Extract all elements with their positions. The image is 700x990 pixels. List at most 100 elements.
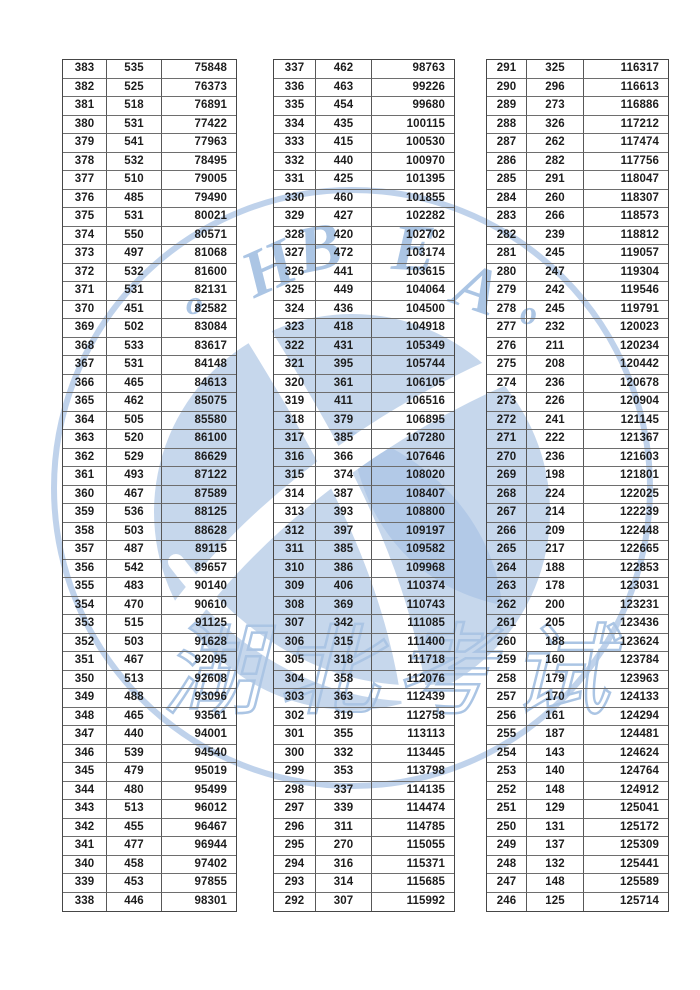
table-cell-score: 328 [274, 226, 316, 245]
table-cell-score: 292 [274, 892, 316, 911]
table-cell-score: 363 [63, 430, 107, 449]
table-cell-cumulative: 97402 [162, 856, 236, 874]
table-cell-score: 311 [274, 541, 316, 560]
table-cell-count: 420 [316, 226, 372, 245]
table-cell-count: 529 [107, 448, 162, 467]
table-cell-count: 241 [527, 411, 584, 430]
table-cell-score: 310 [274, 559, 316, 578]
table-cell-score: 249 [487, 837, 527, 856]
table-cell-count: 332 [316, 744, 372, 763]
table-cell-cumulative: 106895 [372, 412, 454, 430]
table-cell-cumulative: 125041 [584, 800, 668, 819]
table-cell-cumulative: 92095 [162, 652, 236, 671]
table-cell-count: 170 [527, 689, 584, 708]
table-cell-cumulative: 109582 [372, 541, 454, 560]
table-cell-count: 480 [107, 781, 162, 800]
table-cell-cumulative: 76891 [162, 97, 236, 116]
table-cell-count: 358 [316, 670, 372, 689]
table-cell-count: 131 [527, 818, 584, 837]
table-cell-count: 325 [527, 60, 584, 79]
table-cell-count: 266 [527, 208, 584, 227]
table-cell-score: 321 [274, 356, 316, 375]
table-cell-count: 161 [527, 707, 584, 726]
table-cell-count: 125 [527, 892, 584, 911]
table-cell-score: 289 [487, 97, 527, 116]
table-cell-score: 371 [63, 282, 107, 301]
table-cell-score: 339 [63, 874, 107, 893]
table-cell-count: 315 [316, 633, 372, 652]
table-cell-count: 435 [316, 115, 372, 134]
table-cell-cumulative: 86629 [162, 449, 236, 467]
table-cell-score: 252 [487, 781, 527, 800]
table-cell-cumulative: 115371 [372, 856, 454, 874]
table-cell-count: 418 [316, 319, 372, 338]
table-cell-cumulative: 99680 [372, 97, 454, 116]
table-cell-cumulative: 119057 [584, 245, 668, 264]
table-cell-count: 497 [107, 245, 162, 264]
table-cell-score: 287 [487, 134, 527, 153]
table-cell-score: 325 [274, 282, 316, 301]
table-cell-cumulative: 122025 [584, 486, 668, 504]
table-cell-score: 251 [487, 800, 527, 819]
table-cell-cumulative: 119791 [584, 301, 668, 319]
table-cell-count: 520 [107, 430, 162, 449]
table-cell-cumulative: 83084 [162, 319, 236, 338]
table-cell-score: 354 [63, 596, 107, 615]
table-cell-score: 316 [274, 448, 316, 467]
table-cell-count: 536 [107, 504, 162, 523]
watermark-cjk-text: 湖北考试 [162, 617, 626, 728]
table-cell-count: 214 [527, 504, 584, 523]
table-cell-cumulative: 100115 [372, 116, 454, 134]
table-cell-count: 431 [316, 337, 372, 356]
table-cell-score: 349 [63, 689, 107, 708]
table-cell-cumulative: 96012 [162, 800, 236, 819]
watermark-letter-o-right: o [520, 295, 537, 332]
table-cell-cumulative: 118573 [584, 208, 668, 227]
table-cell-cumulative: 108407 [372, 486, 454, 504]
table-cell-count: 493 [107, 467, 162, 486]
table-cell-score: 309 [274, 578, 316, 597]
table-cell-score: 362 [63, 448, 107, 467]
table-cell-score: 318 [274, 411, 316, 430]
table-cell-cumulative: 117756 [584, 153, 668, 171]
table-cell-score: 378 [63, 152, 107, 171]
table-cell-cumulative: 82131 [162, 282, 236, 301]
table-cell-score: 330 [274, 189, 316, 208]
table-cell-count: 462 [316, 60, 372, 79]
table-cell-count: 260 [527, 189, 584, 208]
table-cell-score: 273 [487, 393, 527, 412]
table-cell-score: 333 [274, 134, 316, 153]
table-cell-count: 436 [316, 300, 372, 319]
table-cell-cumulative: 125714 [620, 895, 659, 907]
score-table-right: 291 325 116317 290 296 116613 289 273 116886 288 3… [486, 59, 669, 912]
table-cell-count: 282 [527, 152, 584, 171]
table-cell-score: 248 [487, 855, 527, 874]
table-cell-score: 331 [274, 171, 316, 190]
table-cell-cumulative: 96944 [162, 837, 236, 856]
table-cell-count: 479 [107, 763, 162, 782]
table-cell-count: 539 [107, 744, 162, 763]
table-cell-score: 359 [63, 504, 107, 523]
table-cell-count: 236 [527, 374, 584, 393]
table-cell-score: 283 [487, 208, 527, 227]
table-cell-count: 510 [107, 171, 162, 190]
table-cell-count: 460 [316, 189, 372, 208]
table-cell-count: 411 [316, 393, 372, 412]
table-cell-count: 339 [316, 800, 372, 819]
table-cell-cumulative: 110374 [372, 578, 454, 597]
table-cell-count: 518 [107, 97, 162, 116]
table-cell-count: 232 [527, 319, 584, 338]
table-cell-cumulative: 115055 [372, 837, 454, 856]
table-cell-cumulative: 125309 [584, 837, 668, 856]
table-cell-score: 269 [487, 467, 527, 486]
table-cell-cumulative: 116886 [584, 97, 668, 116]
table-cell-score: 351 [63, 652, 107, 671]
table-cell-count: 178 [527, 578, 584, 597]
table-cell-score: 317 [274, 430, 316, 449]
table-cell-count: 485 [107, 189, 162, 208]
table-cell-count: 316 [316, 855, 372, 874]
table-cell-score: 379 [63, 134, 107, 153]
table-cell-count: 440 [316, 152, 372, 171]
table-cell-score: 271 [487, 430, 527, 449]
table-cell-score: 342 [63, 818, 107, 837]
